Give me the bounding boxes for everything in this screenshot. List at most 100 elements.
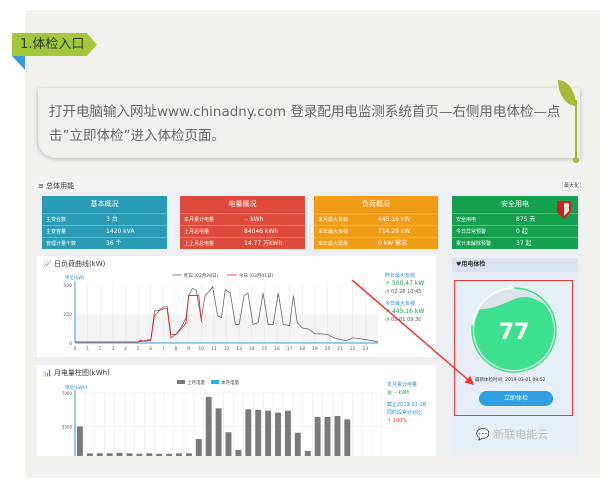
legend-label: 上月电量 <box>187 379 205 386</box>
card-row-label: 管理计量个数 <box>46 241 77 247</box>
legend-label: 昨日 (02月28日) <box>184 272 219 279</box>
stem-dot-decoration <box>573 157 579 163</box>
section-tag: 1.体检入口 <box>12 33 97 56</box>
bar-day-26 <box>324 416 331 456</box>
score-arc <box>471 287 557 373</box>
x-tick-label: 17 <box>287 346 293 352</box>
x-tick-label: 7 <box>162 346 165 352</box>
yesterday-max-label: 昨日最大负荷 <box>385 273 416 279</box>
card-4: 安全用电 安全用电 875 天今日异常预警 0 起累计未解除预警 37 起 <box>452 196 578 249</box>
card-row-value: 1420 kVA <box>106 228 135 235</box>
last-check-time: 最新体检时间: 2019-03-01 09:52 <box>475 378 546 383</box>
x-tick-label: 1 <box>86 346 89 352</box>
card-row-label: 本月累计电量 <box>184 217 215 223</box>
overview-title: 总体用能 <box>46 182 75 190</box>
bar-day-5 <box>116 452 123 456</box>
bar-day-18 <box>245 409 252 456</box>
card-row-value: 3 台 <box>106 216 118 223</box>
monthly-energy-info: 本月累计电量 ▥ -- kWh 截止2019-02-28 同时段累计对比 ↑ 1… <box>387 381 437 425</box>
x-tick-label: 9 <box>187 346 190 352</box>
compare-label: 同时段累计对比 <box>387 410 423 416</box>
card-row: 管理计量个数 36 个 <box>42 237 167 249</box>
bar-day-12 <box>185 453 192 456</box>
daily-load-chart: 0 1 2 3 4 5 6 7 8 9 10 11 12 13 14 15 16 17 18 19 20 21 22 2302… <box>63 272 379 352</box>
bar-day-1 <box>76 426 83 456</box>
card-row-label: 今日异常预警 <box>456 229 487 235</box>
card-row-value: 84046 kWh <box>244 228 279 235</box>
card-row: 本月累计电量 -- kWh <box>180 213 305 225</box>
x-tick-label: 22 <box>350 346 356 352</box>
bar-day-3 <box>96 453 103 456</box>
card-3: 负荷概况 本月最大负荷 445.16 kW 本年最大负荷 714.29 kW 本年最大需量… <box>314 196 438 249</box>
card-row: 上上月总电量 14.77 万kWh <box>180 237 305 249</box>
card-row-value: 875 天 <box>516 216 536 223</box>
watermark: 💬 新联电能云 <box>476 428 549 441</box>
card-title: 负荷概况 <box>314 196 438 213</box>
yesterday-max-value: ↗ 500.47 kW <box>385 280 425 287</box>
legend-swatch <box>211 380 219 384</box>
checkup-panel: ♥用电体检 77 最新体检时间: 2019-03-01 09:52 立即体检 💬… <box>452 258 578 456</box>
y-unit-label: 单位(kW) <box>65 274 85 281</box>
y-tick-label: 250 <box>63 312 72 318</box>
bar-day-25 <box>314 416 321 456</box>
today-max-value: ↗ 445.16 kW <box>385 308 425 315</box>
x-tick-label: 6 <box>149 346 152 352</box>
x-tick-label: 16 <box>274 346 280 352</box>
card-title: 电量概况 <box>180 196 305 213</box>
card-row: 安全用电 875 天 <box>452 213 578 225</box>
card-row-label: 本月最大负荷 <box>318 217 349 223</box>
fullscreen-button[interactable]: 最大化 <box>561 182 581 191</box>
instruction-text: 打开电脑输入网址www.chinadny.com 登录配用电监测系统首页—右侧用… <box>49 104 561 144</box>
monthly-title-text: 月电量柱图(kWh) <box>53 369 110 377</box>
y-tick-label: 3500 <box>62 425 73 430</box>
card-row-label: 安全用电 <box>456 217 477 223</box>
today-max-time: ◷ 03-01 09:30 <box>385 317 422 323</box>
checkup-title: 用电体检 <box>461 261 486 268</box>
card-row-value: -- kWh <box>244 216 264 223</box>
x-tick-label: 0 <box>74 346 77 352</box>
bar-day-20 <box>265 410 272 456</box>
bar-day-4 <box>106 453 113 456</box>
x-tick-label: 12 <box>224 346 230 352</box>
x-tick-label: 2 <box>99 346 102 352</box>
card-row: 上月总电量 84046 kWh <box>180 225 305 237</box>
bar-day-11 <box>176 453 182 456</box>
bar-day-24 <box>304 450 311 456</box>
x-tick-label: 3 <box>111 346 114 352</box>
x-tick-label: 19 <box>312 346 318 352</box>
checkup-highlight-box: 77 最新体检时间: 2019-03-01 09:52 立即体检 <box>454 280 573 416</box>
card-2: 电量概况本月累计电量 -- kWh 上月总电量 84046 kWh 上上月总电量 14.7… <box>180 196 305 249</box>
card-row-value: 37 起 <box>516 240 532 247</box>
card-row-label: 上上月总电量 <box>184 241 215 247</box>
card-row: 今日异常预警 0 起 <box>452 225 578 237</box>
bar-day-14 <box>205 396 212 456</box>
bar-day-6 <box>126 453 133 456</box>
bar-day-17 <box>235 449 242 456</box>
shield-icon <box>557 201 571 219</box>
tag-fold-decoration <box>12 56 25 70</box>
card-row-label: 累计未解除预警 <box>456 241 492 247</box>
card-row-value: 0 起 <box>516 228 528 235</box>
x-tick-label: 8 <box>175 346 178 352</box>
embedded-screenshot: ≡ 总体用能 最大化 基本概况 主变台数 3 台主变容量 1420 kVA 管理计量个数… <box>35 180 583 456</box>
x-tick-label: 4 <box>124 346 127 352</box>
bar-day-21 <box>275 412 281 456</box>
card-row-label: 上月总电量 <box>184 229 210 235</box>
legend-label: 今日 (03月01日) <box>239 272 274 279</box>
bar-day-27 <box>334 415 341 456</box>
start-checkup-button[interactable]: 立即体检 <box>479 391 553 406</box>
y-tick-label: 0 <box>69 341 72 347</box>
series-line-today <box>75 295 203 343</box>
y-tick-label: 7000 <box>62 391 73 396</box>
bar-day-23 <box>294 432 301 456</box>
bar-day-28 <box>344 419 351 456</box>
instruction-box: 打开电脑输入网址www.chinadny.com 登录配用电监测系统首页—右侧用… <box>38 88 580 158</box>
card-row: 本年最大负荷 714.29 kW <box>314 225 438 237</box>
bar-day-15 <box>215 408 222 456</box>
series-line-yesterday <box>75 285 379 343</box>
daily-load-info: 昨日最大负荷 ↗ 500.47 kW ◷ 02-28 10:45 今日最大负荷 … <box>385 272 435 324</box>
x-tick-label: 21 <box>337 346 343 352</box>
card-row-value: 36 个 <box>106 240 122 247</box>
